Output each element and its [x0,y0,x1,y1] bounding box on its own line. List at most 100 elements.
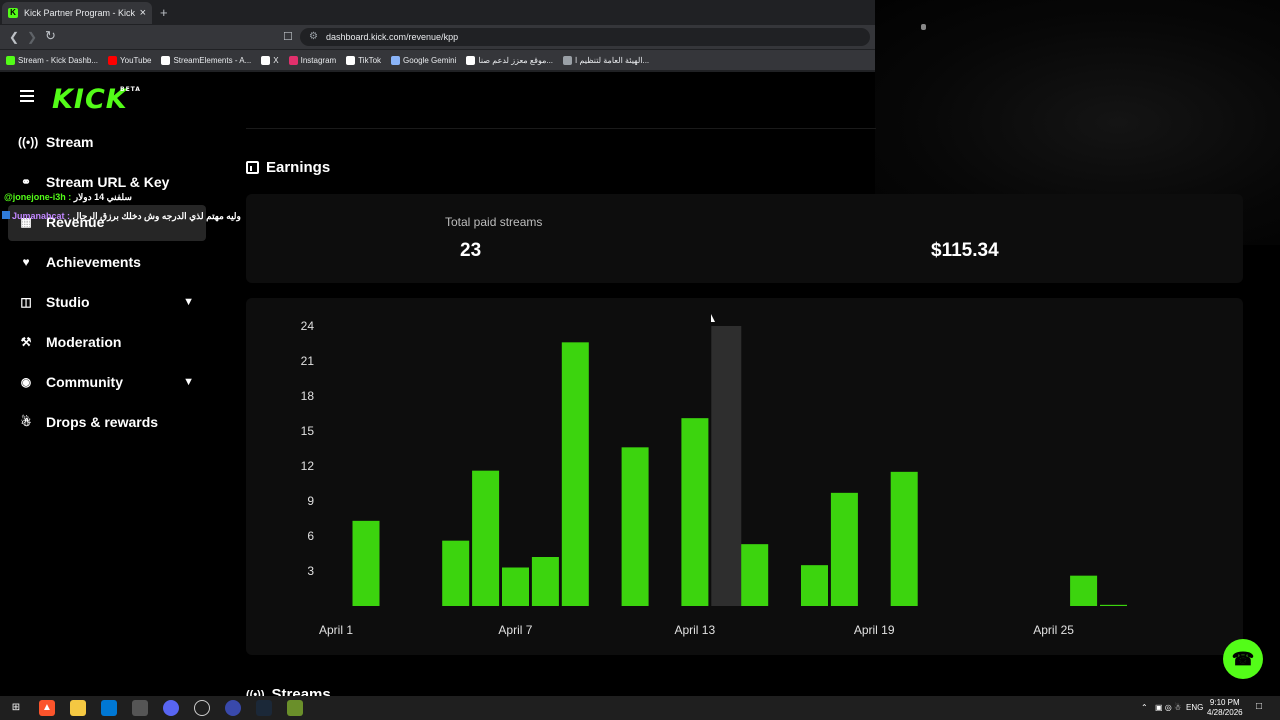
bookmark-item[interactable]: Instagram [288,55,336,65]
browser-tab[interactable]: K Kick Partner Program - Kick Dash × [2,2,152,24]
earnings-chart-card: 3 6 9 12 15 18 21 24 April 1 April 7 April 13 April… [246,298,1243,655]
bookmark-item[interactable]: الهيئة العامة لتنظيم ا... [563,55,649,65]
x-tick-label: April 7 [498,623,532,637]
earnings-heading: Earnings [246,159,330,176]
brave-browser-icon[interactable]: ▲ [39,700,55,716]
bookmark-star-icon[interactable]: ☐ [283,31,293,43]
file-explorer-icon[interactable] [70,700,86,716]
headset-icon: ☎ [1231,648,1255,669]
store-icon[interactable] [101,700,117,716]
bookmark-item[interactable]: Stream - Kick Dashb... [6,55,99,65]
site-info-icon[interactable]: ⚙ [309,31,318,42]
forward-icon[interactable]: ❯ [27,30,38,44]
chart-bar[interactable] [442,540,470,606]
bookmark-label: X [273,55,279,65]
chart-bar[interactable] [502,567,529,607]
reload-icon[interactable]: ↻ [45,28,56,43]
sidebar-item-community[interactable]: ◉ Community ▼ [18,368,204,396]
y-tick-label: 24 [301,319,315,333]
logo-text: KICK [52,84,128,115]
sidebar-item-drops-rewards[interactable]: ☃ Drops & rewards [18,408,204,436]
sidebar-item-achievements[interactable]: ♥ Achievements [18,248,204,276]
chart-bar[interactable] [1070,575,1098,606]
bookmark-favicon-icon [391,55,401,65]
chat-text: وليه مهتم لذي الدرجه وش دخلك برزق الرجال [72,211,241,221]
bookmark-label: Stream - Kick Dashb... [18,55,99,65]
sidebar-item-label: Stream [46,134,94,150]
x-tick-label: April 13 [674,623,715,637]
kick-logo[interactable]: KICK BETA [52,84,140,115]
chart-bar[interactable] [681,418,709,606]
sidebar-item-revenue[interactable]: ▦ Revenue [18,208,204,236]
bookmark-item[interactable]: TikTok [346,55,381,65]
sidebar-item-stream-url-key[interactable]: ⚭ Stream URL & Key [18,168,204,196]
chart-bar[interactable] [531,557,559,606]
bookmark-item[interactable]: موقع معزز لدعم صنا... [466,55,553,65]
chart-bar[interactable] [801,565,828,606]
tray-chevron-icon[interactable]: ⌃ [1141,703,1148,712]
language-indicator[interactable]: ENG [1186,703,1204,712]
chevron-down-icon[interactable]: ▼ [183,296,194,308]
discord-icon[interactable] [163,700,179,716]
earnings-bar-chart[interactable]: 3 6 9 12 15 18 21 24 April 1 April 7 April 13 April… [246,298,1243,655]
chat-message: Jumanahcat : وليه مهتم لذي الدرجه وش دخل… [2,211,241,222]
y-tick-label: 12 [301,459,315,473]
x-tick-label: April 19 [854,623,895,637]
y-tick-label: 15 [301,424,315,438]
key-icon: ⚭ [20,175,32,189]
sidebar-item-studio[interactable]: ◫ Studio ▼ [18,288,204,316]
hover-highlight-bar[interactable] [711,326,742,606]
bookmark-label: Google Gemini [403,55,457,65]
chart-bar[interactable] [890,471,918,606]
chart-bar[interactable] [1100,604,1127,606]
chat-badge-icon [2,211,10,219]
bookmark-favicon-icon [346,55,356,65]
bookmark-label: YouTube [120,55,152,65]
url-input[interactable]: ⚙ dashboard.kick.com/revenue/kpp [300,28,870,46]
support-chat-button[interactable]: ☎ [1223,639,1263,679]
tab-close-icon[interactable]: × [139,7,146,19]
bookmark-item[interactable]: StreamElements - A... [161,55,251,65]
stats-card [246,194,1243,283]
bookmark-favicon-icon [161,55,171,65]
chart-bar[interactable] [352,520,380,606]
chevron-down-icon[interactable]: ▼ [183,376,194,388]
sidebar-item-label: Drops & rewards [46,414,159,430]
chart-bar[interactable] [741,544,769,606]
total-paid-value: 23 [460,240,482,261]
app-icon[interactable] [132,700,148,716]
obs-icon[interactable] [194,700,210,716]
sidebar-item-label: Studio [46,294,90,310]
menu-icon[interactable] [20,90,34,105]
new-tab-button[interactable]: + [160,5,168,20]
gift-icon: ☃ [20,415,32,429]
taskbar-clock[interactable]: 9:10 PM 4/28/2026 [1207,698,1243,718]
windows-start-icon[interactable]: ⊞ [11,702,21,713]
bookmark-item[interactable]: YouTube [108,55,152,65]
chart-bar[interactable] [830,492,858,606]
bookmark-favicon-icon [6,55,15,65]
grid-icon: ◫ [20,295,32,309]
bookmark-item[interactable]: Google Gemini [391,55,457,65]
windows-taskbar [0,696,1280,720]
back-icon[interactable]: ❮ [9,30,20,44]
chart-bar[interactable] [472,470,500,606]
game-icon[interactable] [287,700,303,716]
tray-icons[interactable]: ▣ ◎ ☃ [1155,703,1182,712]
chart-bar[interactable] [561,342,589,606]
bookmark-favicon-icon [466,55,476,65]
chart-bar[interactable] [621,447,649,606]
sidebar-item-label: Moderation [46,334,122,350]
bank-icon: ▦ [20,215,32,229]
media-player-icon[interactable] [225,700,241,716]
sidebar-item-moderation[interactable]: ⚒ Moderation [18,328,204,356]
tab-bar: K Kick Partner Program - Kick Dash × + [0,0,875,25]
bookmark-item[interactable]: X [261,55,279,65]
y-tick-label: 18 [301,389,315,403]
bookmarks-bar: Stream - Kick Dashb... YouTube StreamEleme… [0,50,875,70]
notifications-icon[interactable]: □ [1256,701,1263,712]
x-tick-label: April 1 [319,623,353,637]
steam-icon[interactable] [256,700,272,716]
sidebar-item-stream[interactable]: ((•)) Stream [18,128,204,156]
y-tick-label: 21 [301,354,315,368]
